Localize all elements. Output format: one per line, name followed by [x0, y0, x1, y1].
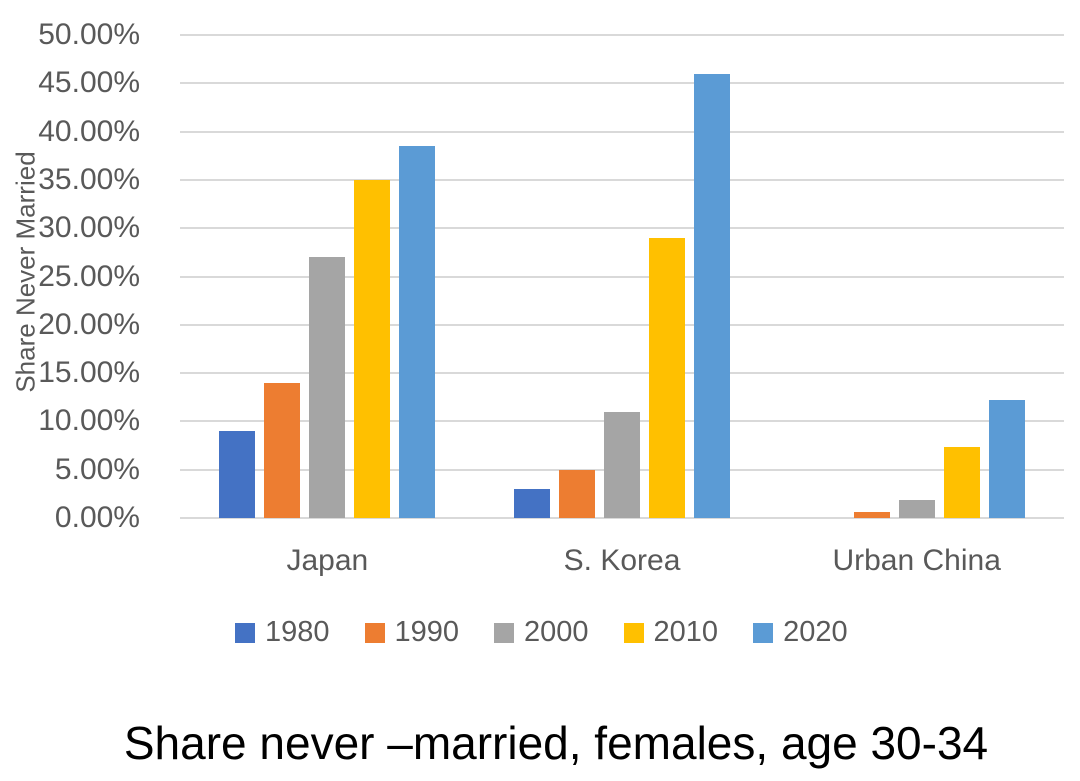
bar-1980 [219, 431, 256, 518]
legend-item-1990: 1990 [364, 616, 460, 648]
y-tick-label: 40.00% [38, 114, 140, 148]
bar-group-japan [180, 35, 475, 518]
legend-label: 2010 [653, 616, 719, 648]
legend: 1980 1990 2000 2010 2020 [235, 618, 848, 647]
legend-swatch [235, 622, 255, 643]
bar-2010 [649, 237, 685, 518]
bar-2000 [898, 499, 935, 518]
y-tick-label: 10.00% [38, 404, 140, 438]
bar-1990 [559, 469, 595, 518]
x-axis: Japan S. Korea Urban China [180, 544, 1064, 578]
x-category-label: S. Korea [563, 544, 681, 577]
bar-2010 [354, 179, 391, 518]
legend-item-2000: 2000 [494, 618, 589, 647]
y-tick-label: 0.00% [54, 501, 140, 534]
y-tick-label: 20.00% [38, 307, 140, 341]
legend-swatch [623, 622, 644, 643]
gridline [180, 372, 1064, 375]
bar-2020 [694, 73, 730, 518]
bar-2020 [988, 400, 1025, 518]
x-category-label: Japan [286, 544, 369, 577]
bar-group-urban-china [769, 35, 1064, 518]
bar-1990 [264, 382, 301, 518]
legend-item-1980: 1980 [235, 618, 330, 647]
legend-swatch [494, 622, 515, 643]
legend-label: 1980 [265, 616, 330, 648]
y-tick-label: 35.00% [38, 162, 140, 196]
legend-label: 2020 [783, 616, 848, 648]
bar-group-s-korea [475, 35, 770, 518]
bar-groups [180, 35, 1064, 518]
gridline [180, 130, 1064, 133]
y-tick-label: 5.00% [54, 452, 140, 486]
gridline [180, 517, 1064, 519]
bar-2020 [399, 146, 436, 518]
legend-swatch [753, 622, 774, 643]
bar-1980 [514, 489, 550, 518]
bar-1990 [853, 512, 890, 518]
gridline [180, 34, 1064, 36]
bar-2010 [943, 446, 980, 518]
gridline [180, 178, 1064, 181]
legend-swatch [364, 622, 385, 643]
bar-2000 [604, 411, 640, 518]
legend-label: 2000 [524, 616, 589, 648]
y-tick-label: 25.00% [38, 259, 140, 293]
legend-item-2020: 2020 [753, 618, 848, 647]
y-tick-label: 30.00% [38, 211, 140, 245]
gridline [180, 82, 1064, 85]
y-tick-label: 45.00% [38, 66, 140, 100]
y-axis: 50.00% 45.00% 40.00% 35.00% 30.00% 25.00% 20.0… [0, 20, 150, 533]
chart-title: Share never –married, females, age 30-34 [123, 717, 989, 769]
gridline [180, 275, 1064, 278]
bar-2000 [309, 257, 346, 518]
gridline [180, 323, 1064, 326]
x-category-label: Urban China [832, 544, 1001, 577]
y-tick-label: 15.00% [38, 356, 140, 390]
legend-label: 1990 [394, 616, 460, 648]
plot-area [180, 34, 1064, 519]
y-tick-label: 50.00% [38, 18, 140, 51]
gridline [180, 227, 1064, 230]
legend-item-2010: 2010 [623, 616, 719, 648]
